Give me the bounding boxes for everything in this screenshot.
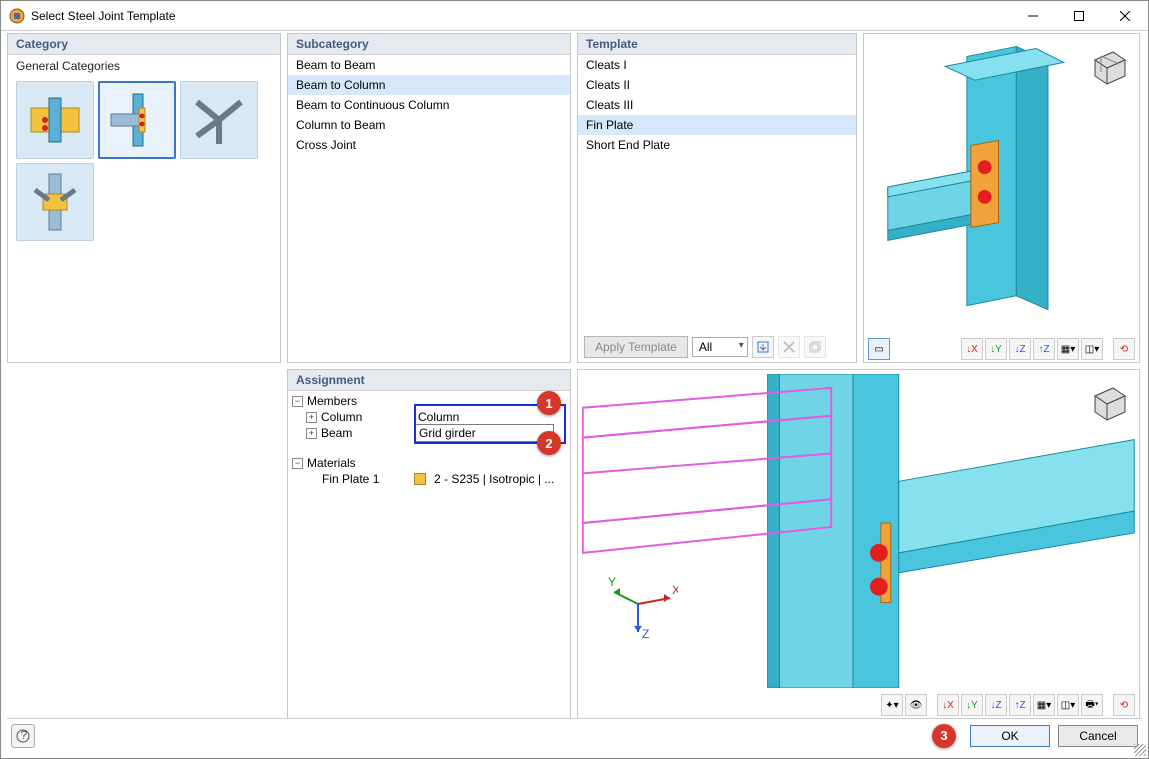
view-shade-icon[interactable]: ▦▾: [1057, 338, 1079, 360]
copy-template-icon[interactable]: [804, 336, 826, 358]
category-thumb-beam-beam[interactable]: [16, 81, 94, 159]
view-box-icon[interactable]: ◫▾: [1081, 338, 1103, 360]
view-reset-icon[interactable]: ⟲: [1113, 694, 1135, 716]
close-button[interactable]: [1102, 1, 1148, 31]
cancel-button[interactable]: Cancel: [1058, 725, 1138, 747]
beam-type-combo[interactable]: Grid girder: [414, 424, 554, 442]
view-origin-icon[interactable]: ✦▾: [881, 694, 903, 716]
view-y-icon[interactable]: ↓Y: [961, 694, 983, 716]
template-item[interactable]: Short End Plate: [578, 135, 856, 155]
subcategory-item[interactable]: Cross Joint: [288, 135, 570, 155]
titlebar: Select Steel Joint Template: [1, 1, 1148, 31]
import-template-icon[interactable]: [752, 336, 774, 358]
expand-icon[interactable]: +: [306, 412, 317, 423]
category-thumb-beam-column[interactable]: [98, 81, 176, 159]
minimize-button[interactable]: [1010, 1, 1056, 31]
svg-text:X: X: [672, 583, 678, 597]
template-item[interactable]: Cleats II: [578, 75, 856, 95]
template-item[interactable]: Cleats I: [578, 55, 856, 75]
template-preview-viewport[interactable]: [868, 38, 1135, 332]
view-eye-icon[interactable]: 👁: [905, 694, 927, 716]
subcategory-item[interactable]: Beam to Continuous Column: [288, 95, 570, 115]
resize-grip[interactable]: [1134, 744, 1146, 756]
expand-icon[interactable]: +: [306, 428, 317, 439]
subcategory-item[interactable]: Column to Beam: [288, 115, 570, 135]
view-iso-icon[interactable]: ↑Z: [1009, 694, 1031, 716]
delete-template-icon[interactable]: [778, 336, 800, 358]
window-title: Select Steel Joint Template: [31, 9, 1010, 23]
material-row[interactable]: Fin Plate 1 2 - S235 | Isotropic | ...: [288, 471, 570, 487]
category-header: Category: [8, 34, 280, 55]
model-preview-panel: X Y Z ✦▾ 👁 ↓X ↓Y ↓Z ↑Z ▦▾ ◫▾ 🖶▾ ⟲: [577, 369, 1140, 719]
subcategory-item[interactable]: Beam to Beam: [288, 55, 570, 75]
dialog-footer: ? 3 OK Cancel: [7, 718, 1142, 752]
view-x-icon[interactable]: ↓X: [937, 694, 959, 716]
material-value: 2 - S235 | Isotropic | ...: [430, 472, 558, 486]
apply-template-button[interactable]: Apply Template: [584, 336, 688, 358]
ok-button[interactable]: OK: [970, 725, 1050, 747]
category-thumb-cross[interactable]: [180, 81, 258, 159]
template-header: Template: [578, 34, 856, 55]
template-item[interactable]: Cleats III: [578, 95, 856, 115]
assignment-panel: Assignment − Members + Column Column + B…: [287, 369, 571, 719]
member-row-column[interactable]: + Column Column: [288, 409, 570, 425]
view-box-icon[interactable]: ◫▾: [1057, 694, 1079, 716]
category-group-label: General Categories: [8, 55, 280, 77]
material-swatch-icon: [414, 473, 426, 485]
member-row-beam[interactable]: + Beam Grid girder: [288, 425, 570, 441]
preview1-toolbar: ▭ ↓X ↓Y ↓Z ↑Z ▦▾ ◫▾ ⟲: [868, 338, 1135, 360]
callout-3: 3: [932, 724, 956, 748]
model-preview-viewport[interactable]: X Y Z: [582, 374, 1135, 688]
svg-text:?: ?: [21, 729, 28, 742]
svg-text:Y: Y: [608, 575, 616, 589]
view-reset-icon[interactable]: ⟲: [1113, 338, 1135, 360]
view-print-icon[interactable]: 🖶▾: [1081, 694, 1103, 716]
subcategory-header: Subcategory: [288, 34, 570, 55]
app-icon: [9, 8, 25, 24]
subcategory-item[interactable]: Beam to Column: [288, 75, 570, 95]
materials-group[interactable]: − Materials: [288, 455, 570, 471]
member-value: Column: [414, 410, 463, 424]
help-button[interactable]: ?: [11, 724, 35, 748]
nav-cube-icon[interactable]: [1083, 378, 1131, 426]
template-filter-combo[interactable]: All: [692, 337, 748, 357]
view-x-icon[interactable]: ↓X: [961, 338, 983, 360]
view-z-icon[interactable]: ↓Z: [985, 694, 1007, 716]
assignment-tree: − Members + Column Column + Beam Grid gi…: [288, 391, 570, 489]
view-shade-icon[interactable]: ▦▾: [1033, 694, 1055, 716]
template-panel: Template Cleats I Cleats II Cleats III F…: [577, 33, 857, 363]
axis-triad-icon: X Y Z: [608, 570, 678, 640]
category-thumb-column-splice[interactable]: [16, 163, 94, 241]
template-toolbar: Apply Template All: [584, 336, 850, 358]
view-z-icon[interactable]: ↓Z: [1009, 338, 1031, 360]
template-list: Cleats I Cleats II Cleats III Fin Plate …: [578, 55, 856, 335]
select-mode-icon[interactable]: ▭: [868, 338, 890, 360]
template-item[interactable]: Fin Plate: [578, 115, 856, 135]
collapse-icon[interactable]: −: [292, 458, 303, 469]
collapse-icon[interactable]: −: [292, 396, 303, 407]
svg-text:Z: Z: [642, 627, 649, 640]
subcategory-panel: Subcategory Beam to Beam Beam to Column …: [287, 33, 571, 363]
view-iso-icon[interactable]: ↑Z: [1033, 338, 1055, 360]
category-thumbnails: [8, 77, 280, 245]
maximize-button[interactable]: [1056, 1, 1102, 31]
preview2-toolbar: ✦▾ 👁 ↓X ↓Y ↓Z ↑Z ▦▾ ◫▾ 🖶▾ ⟲: [582, 694, 1135, 716]
category-panel: Category General Categories: [7, 33, 281, 363]
members-group[interactable]: − Members: [288, 393, 570, 409]
template-preview-panel: ▭ ↓X ↓Y ↓Z ↑Z ▦▾ ◫▾ ⟲: [863, 33, 1140, 363]
nav-cube-icon[interactable]: [1083, 42, 1131, 90]
subcategory-list: Beam to Beam Beam to Column Beam to Cont…: [288, 55, 570, 155]
assignment-header: Assignment: [288, 370, 570, 391]
view-y-icon[interactable]: ↓Y: [985, 338, 1007, 360]
